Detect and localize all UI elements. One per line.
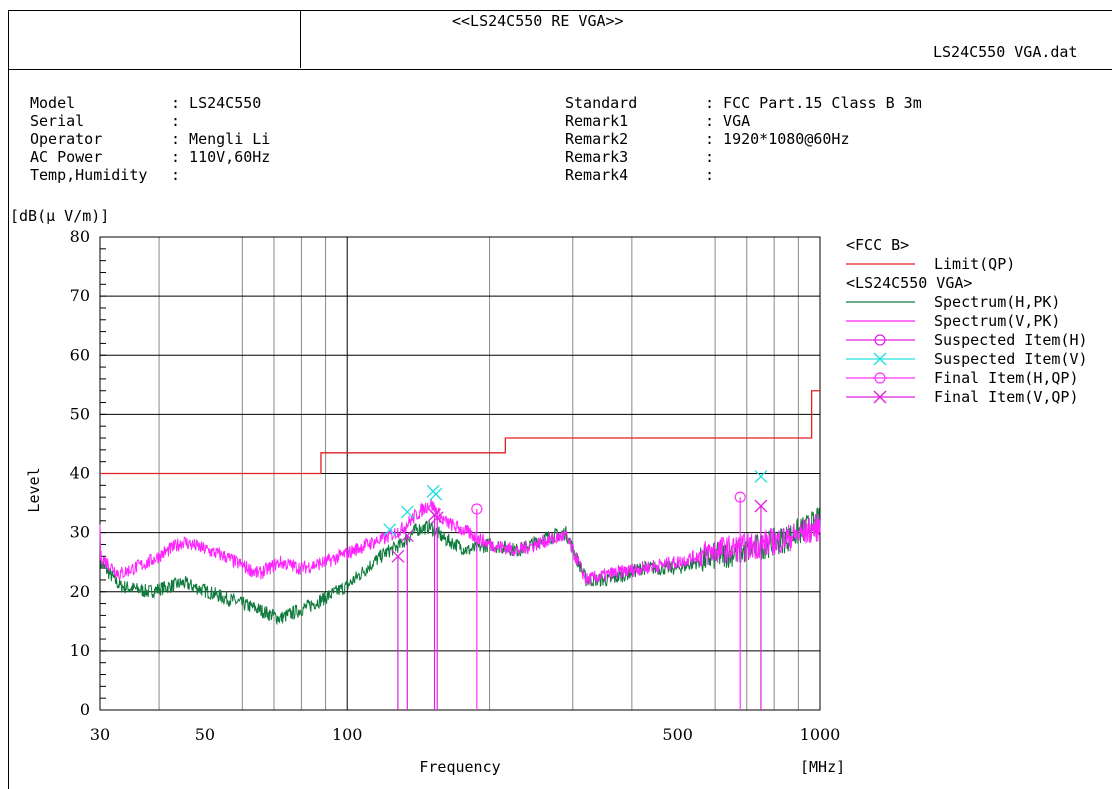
legend-x-marker	[873, 390, 887, 404]
legend-label: Suspected Item(V)	[934, 350, 1088, 368]
info-label-model: Model	[30, 94, 76, 112]
info-value-serial: :	[171, 112, 181, 130]
info-value-remark2: : 1920*1080@60Hz	[705, 130, 850, 148]
legend-circle-marker	[874, 372, 886, 384]
header-frame	[8, 10, 1112, 70]
report-title: <<LS24C550 RE VGA>>	[452, 12, 624, 30]
info-value-model: : LS24C550	[171, 94, 262, 112]
chart-axes: [dB(μ V/m)] Level Frequency [MHz] 0 10 20 3…	[10, 207, 845, 776]
y-tick-label: 60	[70, 345, 90, 364]
marker-stroke	[754, 499, 768, 513]
info-label-remark2: Remark2	[565, 130, 629, 148]
suspected-item-x-marker	[429, 487, 443, 501]
info-label-remark3: Remark3	[565, 148, 629, 166]
legend-label: Spectrum(H,PK)	[934, 293, 1060, 311]
legend-group-title: <FCC B>	[846, 236, 909, 254]
legend-circle-marker	[874, 334, 886, 346]
info-value-remark1: : VGA	[705, 112, 751, 130]
info-value-remark4: :	[705, 166, 715, 184]
legend-label: Final Item(V,QP)	[934, 388, 1079, 406]
y-tick-label: 40	[70, 464, 90, 483]
marker-stroke	[400, 505, 414, 519]
spectrum-h-line	[99, 507, 821, 626]
header-left-box	[8, 10, 301, 68]
x-axis-label: Frequency	[419, 758, 500, 776]
y-tick-label: 10	[70, 641, 90, 660]
final-item-circle-marker	[471, 503, 483, 515]
info-label-serial: Serial	[30, 112, 85, 130]
legend-label: Limit(QP)	[934, 255, 1015, 273]
info-value-operator: : Mengli Li	[171, 130, 271, 148]
marker-stroke	[754, 469, 768, 483]
final-item-x-marker	[391, 549, 405, 563]
left-border	[8, 10, 9, 789]
chart-legend: <FCC B> Limit(QP)<LS24C550 VGA>Spectrum(H…	[846, 236, 1088, 406]
info-value-ac-power: : 110V,60Hz	[171, 148, 271, 166]
marker-stroke	[391, 549, 405, 563]
marker-stroke	[383, 523, 397, 537]
marker-stroke	[400, 529, 414, 543]
y-tick-label: 50	[70, 404, 90, 423]
y-tick-label: 0	[80, 700, 90, 719]
y-axis-label: Level	[25, 467, 43, 512]
info-label-remark1: Remark1	[565, 112, 629, 130]
marker-stroke	[429, 487, 443, 501]
y-tick-label: 80	[70, 227, 90, 246]
x-tick-label: 100	[332, 725, 363, 744]
x-axis-unit: [MHz]	[800, 758, 845, 776]
x-tick-label: 1000	[800, 725, 841, 744]
x-tick-label: 500	[662, 725, 693, 744]
info-value-temp-humidity: :	[171, 166, 181, 184]
info-label-operator: Operator	[30, 130, 103, 148]
suspected-item-x-marker	[400, 505, 414, 519]
final-item-x-marker	[400, 529, 414, 543]
info-value-remark3: :	[705, 148, 715, 166]
legend-label: Suspected Item(H)	[934, 331, 1088, 349]
info-label-ac-power: AC Power	[30, 148, 103, 166]
info-value-standard: : FCC Part.15 Class B 3m	[705, 94, 922, 112]
info-label-standard: Standard	[565, 94, 638, 112]
final-item-x-marker	[754, 499, 768, 513]
info-label-temp-humidity: Temp,Humidity	[30, 166, 148, 184]
suspected-item-x-marker	[383, 523, 397, 537]
final-item-x-marker	[430, 511, 444, 525]
y-axis-unit: [dB(μ V/m)]	[10, 207, 109, 225]
spectrum-v-line	[99, 498, 821, 586]
x-tick-label: 30	[90, 725, 110, 744]
x-tick-label: 50	[195, 725, 215, 744]
data-filename: LS24C550 VGA.dat	[933, 43, 1078, 61]
info-label-remark4: Remark4	[565, 166, 629, 184]
legend-label: Spectrum(V,PK)	[934, 312, 1060, 330]
legend-label: Final Item(H,QP)	[934, 369, 1079, 387]
y-tick-label: 20	[70, 582, 90, 601]
y-tick-label: 30	[70, 523, 90, 542]
final-item-circle-marker	[734, 491, 746, 503]
chart-plot-area	[99, 390, 821, 710]
y-tick-label: 70	[70, 286, 90, 305]
marker-stroke	[430, 511, 444, 525]
suspected-item-x-marker	[754, 469, 768, 483]
legend-x-marker	[873, 352, 887, 366]
legend-group-title: <LS24C550 VGA>	[846, 274, 972, 292]
limit-line	[100, 390, 820, 475]
